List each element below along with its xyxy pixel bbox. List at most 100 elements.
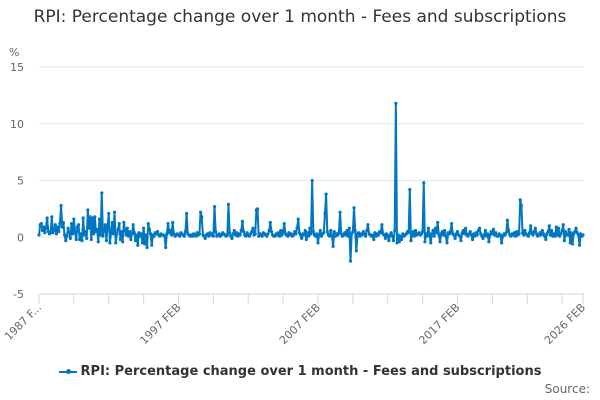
data-point[interactable]: [118, 237, 122, 242]
data-point[interactable]: [504, 231, 508, 235]
data-point[interactable]: [309, 232, 313, 236]
data-point[interactable]: [390, 234, 394, 238]
data-point[interactable]: [178, 234, 182, 238]
data-point[interactable]: [304, 237, 308, 242]
data-point[interactable]: [203, 236, 207, 240]
data-point[interactable]: [376, 233, 381, 237]
data-point[interactable]: [523, 228, 527, 233]
data-point[interactable]: [430, 232, 434, 236]
data-point[interactable]: [232, 228, 236, 233]
data-point[interactable]: [117, 222, 121, 226]
data-point[interactable]: [64, 239, 68, 243]
data-point[interactable]: [60, 225, 64, 229]
data-point[interactable]: [540, 228, 544, 233]
data-point[interactable]: [183, 229, 188, 234]
data-point[interactable]: [354, 249, 358, 253]
data-point[interactable]: [455, 229, 460, 234]
data-point[interactable]: [389, 231, 393, 235]
data-point[interactable]: [37, 233, 41, 237]
data-point[interactable]: [73, 229, 77, 234]
data-point[interactable]: [311, 229, 315, 234]
data-point[interactable]: [302, 233, 306, 237]
data-point[interactable]: [200, 215, 204, 219]
data-point[interactable]: [394, 101, 398, 105]
data-point[interactable]: [82, 233, 86, 237]
data-point[interactable]: [228, 231, 232, 235]
data-point[interactable]: [144, 233, 148, 237]
data-point[interactable]: [438, 240, 442, 244]
data-point[interactable]: [507, 228, 511, 233]
data-point[interactable]: [365, 228, 369, 233]
data-point[interactable]: [400, 237, 404, 242]
data-point[interactable]: [329, 228, 333, 233]
data-point[interactable]: [432, 234, 436, 238]
data-point[interactable]: [364, 234, 368, 238]
data-point[interactable]: [86, 208, 90, 212]
data-point[interactable]: [171, 220, 175, 225]
data-point[interactable]: [420, 229, 425, 234]
data-point[interactable]: [515, 229, 519, 234]
data-point[interactable]: [69, 222, 74, 226]
data-point[interactable]: [550, 228, 554, 233]
data-point[interactable]: [517, 232, 521, 236]
data-point[interactable]: [325, 229, 329, 234]
data-point[interactable]: [87, 226, 91, 230]
data-point[interactable]: [92, 232, 96, 236]
data-point[interactable]: [407, 231, 411, 235]
data-point[interactable]: [345, 228, 349, 233]
data-point[interactable]: [574, 226, 578, 230]
data-point[interactable]: [111, 232, 115, 236]
data-point[interactable]: [119, 229, 124, 234]
data-point[interactable]: [114, 241, 118, 245]
data-point[interactable]: [95, 227, 99, 231]
data-point[interactable]: [155, 229, 160, 234]
data-point[interactable]: [372, 237, 376, 242]
data-point[interactable]: [152, 234, 156, 238]
data-point[interactable]: [281, 229, 285, 234]
data-point[interactable]: [398, 234, 403, 238]
data-point[interactable]: [253, 232, 257, 236]
data-point[interactable]: [110, 220, 114, 225]
data-point[interactable]: [560, 228, 564, 233]
data-point[interactable]: [250, 229, 254, 234]
data-point[interactable]: [80, 239, 84, 243]
data-point[interactable]: [453, 236, 457, 240]
data-point[interactable]: [487, 240, 491, 244]
data-point[interactable]: [107, 211, 111, 216]
data-point[interactable]: [500, 241, 504, 245]
data-point[interactable]: [531, 233, 535, 237]
data-point[interactable]: [197, 232, 202, 236]
data-point[interactable]: [58, 222, 62, 226]
data-point[interactable]: [230, 236, 234, 240]
data-point[interactable]: [559, 232, 563, 236]
data-point[interactable]: [294, 232, 298, 236]
data-point[interactable]: [533, 226, 537, 230]
data-point[interactable]: [269, 229, 274, 234]
data-point[interactable]: [526, 234, 530, 238]
data-point[interactable]: [414, 228, 418, 233]
data-point[interactable]: [52, 228, 56, 233]
data-point[interactable]: [79, 232, 83, 236]
data-point[interactable]: [81, 216, 85, 220]
data-point[interactable]: [104, 239, 109, 243]
data-point[interactable]: [303, 228, 307, 233]
data-point[interactable]: [380, 223, 384, 227]
data-point[interactable]: [226, 202, 231, 206]
data-point[interactable]: [74, 237, 78, 242]
data-point[interactable]: [276, 231, 281, 235]
data-point[interactable]: [103, 223, 107, 227]
data-point[interactable]: [168, 228, 172, 233]
data-point[interactable]: [505, 218, 510, 222]
data-point[interactable]: [296, 217, 300, 221]
data-point[interactable]: [352, 206, 356, 210]
data-point[interactable]: [67, 231, 71, 235]
data-point[interactable]: [316, 241, 320, 245]
data-point[interactable]: [129, 237, 133, 242]
data-point[interactable]: [433, 226, 437, 230]
data-point[interactable]: [450, 222, 454, 226]
data-point[interactable]: [426, 226, 431, 230]
data-point[interactable]: [150, 243, 154, 247]
data-point[interactable]: [142, 226, 146, 230]
data-point[interactable]: [436, 220, 440, 225]
data-point[interactable]: [556, 226, 561, 230]
